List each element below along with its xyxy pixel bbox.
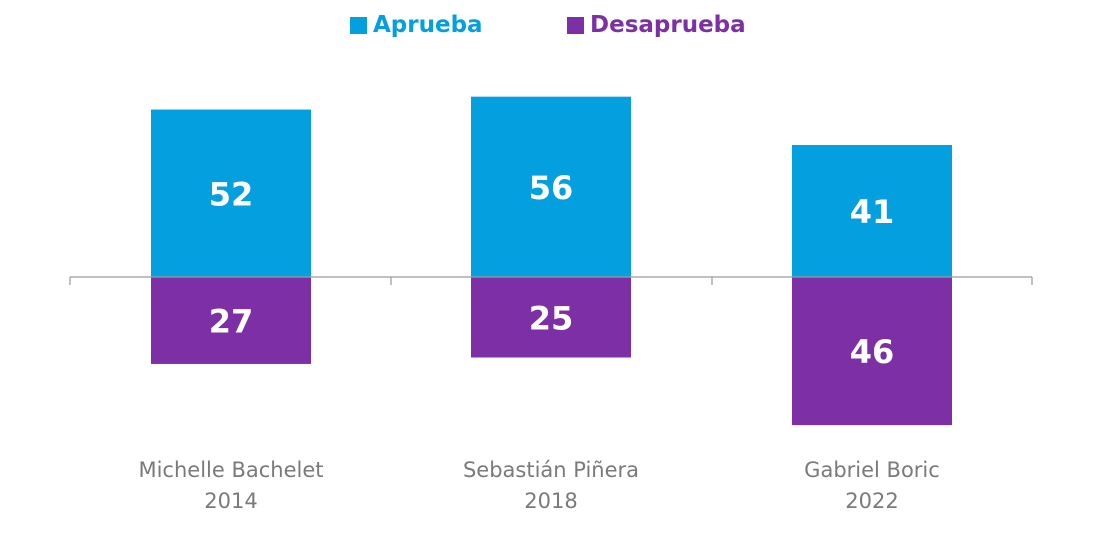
data-label-aprueba-1: 52 bbox=[209, 175, 254, 213]
category-label-name-2: Sebastián Piñera bbox=[463, 458, 639, 482]
data-label-desaprueba-1: 27 bbox=[209, 302, 254, 340]
category-label-year-1: 2014 bbox=[204, 489, 257, 513]
category-label-name-1: Michelle Bachelet bbox=[138, 458, 323, 482]
legend-item-desaprueba: Desaprueba bbox=[567, 12, 746, 38]
data-label-desaprueba-2: 25 bbox=[529, 299, 574, 337]
bar-aprueba-3 bbox=[792, 144, 952, 277]
category-label-name-3: Gabriel Boric bbox=[804, 458, 940, 482]
data-label-desaprueba-3: 46 bbox=[850, 333, 895, 371]
legend-label-desaprueba: Desaprueba bbox=[590, 12, 746, 38]
bar-desaprueba-2 bbox=[471, 277, 631, 358]
category-label-year-3: 2022 bbox=[845, 489, 898, 513]
legend-swatch-desaprueba bbox=[567, 16, 584, 34]
legend-label-aprueba: Aprueba bbox=[373, 12, 483, 38]
legend-swatch-aprueba bbox=[350, 16, 367, 34]
data-label-aprueba-2: 56 bbox=[529, 169, 574, 207]
bar-aprueba-1 bbox=[151, 109, 311, 277]
bar-desaprueba-3 bbox=[792, 277, 952, 426]
bar-aprueba-2 bbox=[471, 96, 631, 278]
bar-desaprueba-1 bbox=[151, 277, 311, 364]
data-label-aprueba-3: 41 bbox=[850, 193, 895, 231]
category-label-year-2: 2018 bbox=[524, 489, 577, 513]
legend: Aprueba Desaprueba bbox=[0, 12, 1111, 42]
legend-item-aprueba: Aprueba bbox=[350, 12, 483, 38]
